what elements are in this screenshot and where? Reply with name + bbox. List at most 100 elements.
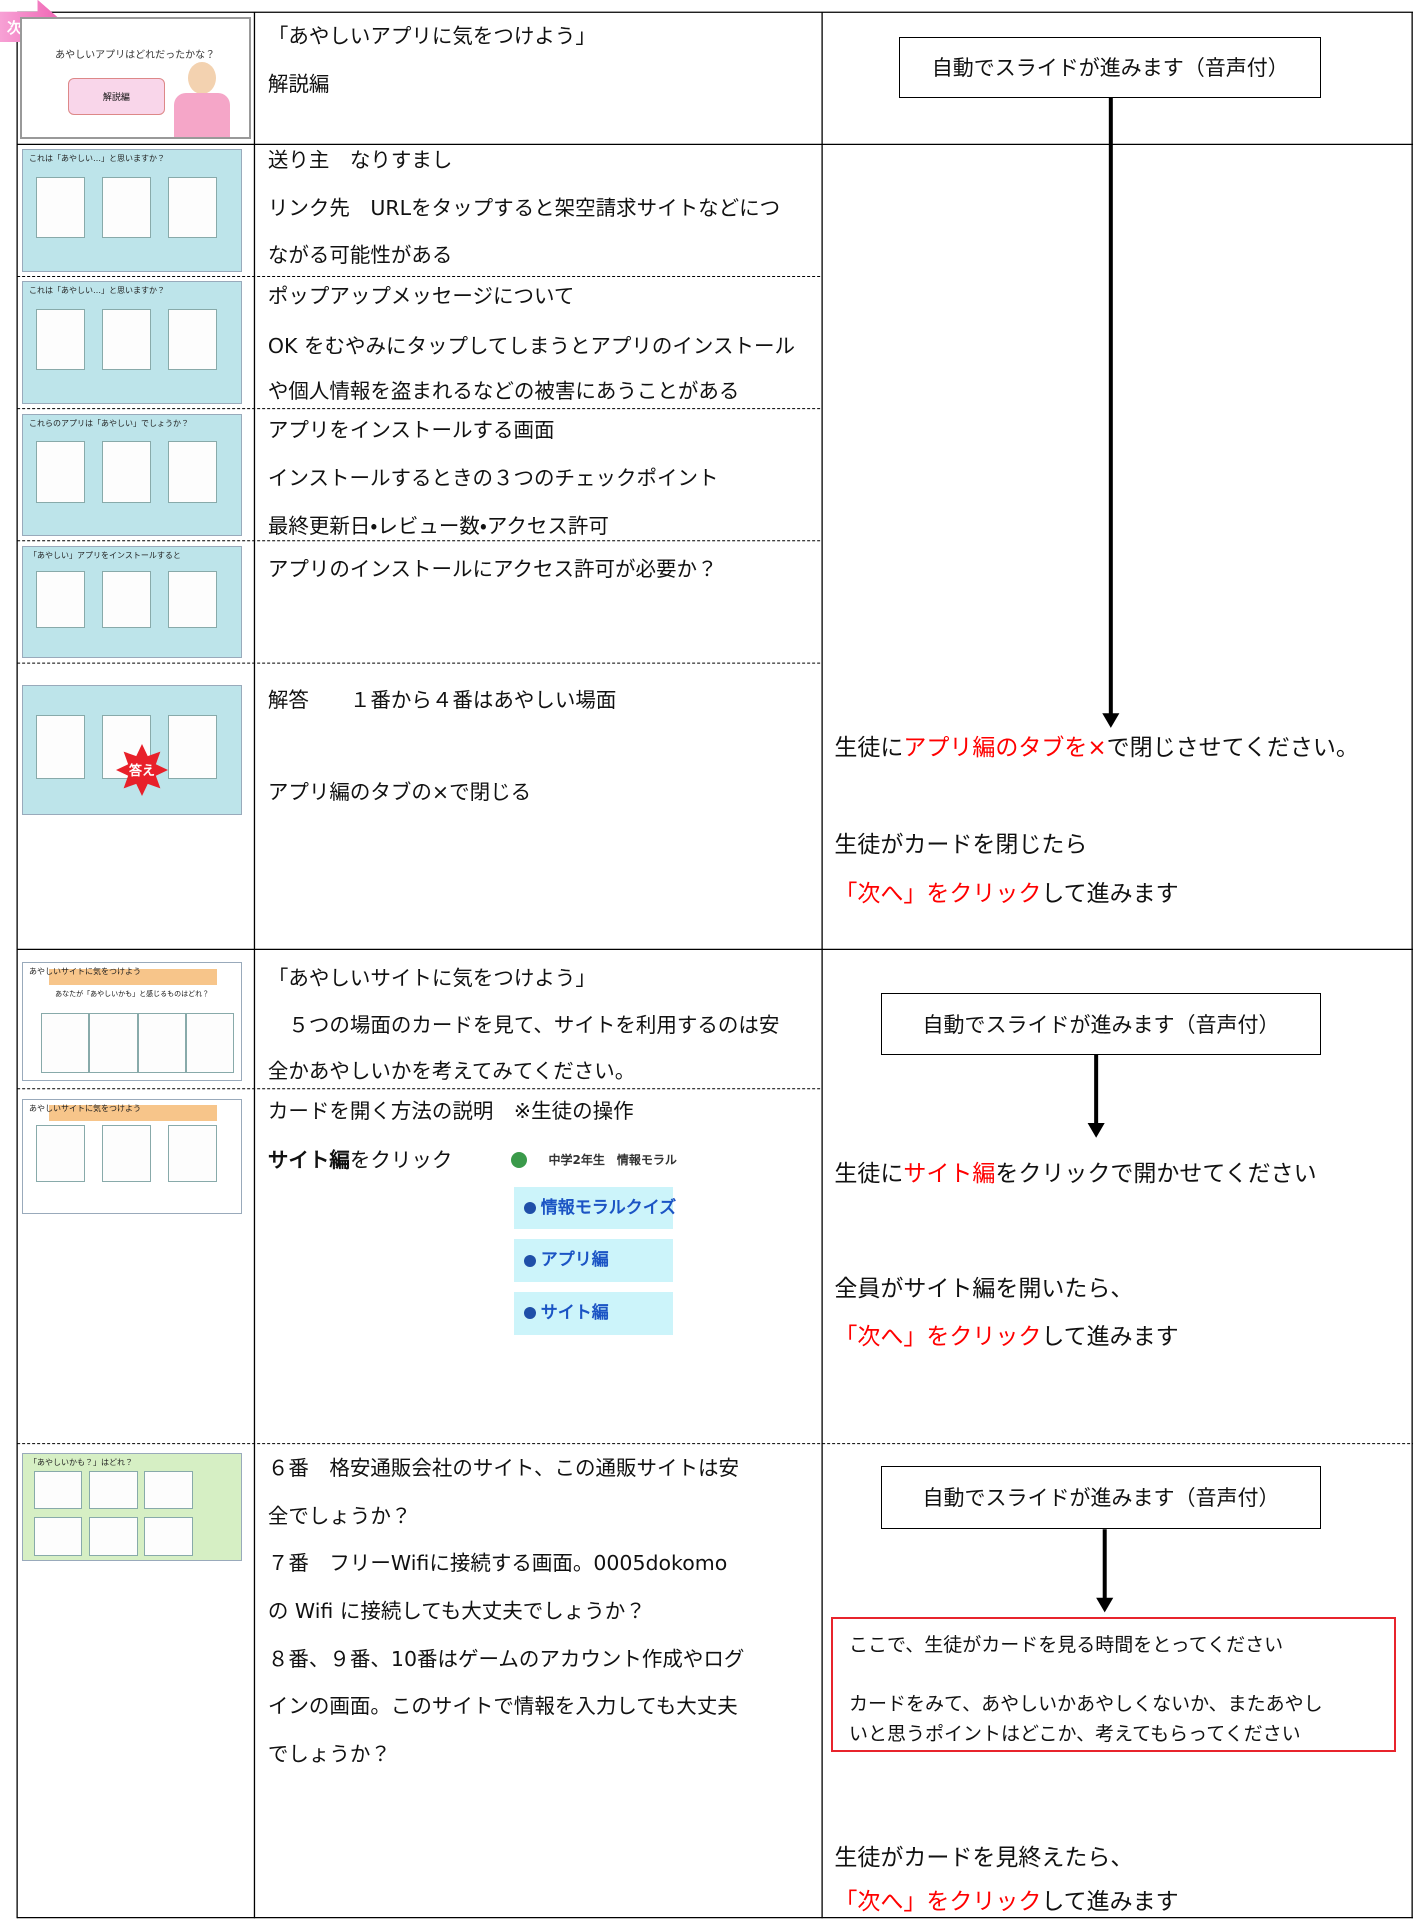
slide-card <box>36 571 85 628</box>
slide-thumbnail: これは「あやしい…」と思いますか？ <box>22 281 243 404</box>
auto-advance-box: 自動でスライドが進みます（音声付） <box>899 36 1322 98</box>
menu-globe-icon <box>511 1151 528 1168</box>
slide-card <box>36 309 85 371</box>
slide-title-text: あやしいアプリはどれだったかな？ <box>55 50 216 62</box>
slide-card <box>34 1470 83 1510</box>
slide-card <box>36 1124 85 1183</box>
slide-thumbnail: これらのアプリは「あやしい」でしょうか？ <box>22 413 243 536</box>
slide-header <box>49 968 217 986</box>
slide-card <box>89 1470 138 1510</box>
step-text: ポップアップメッセージについて <box>267 283 575 308</box>
slide-title: 「あやしいかも？」はどれ？ <box>29 1457 133 1468</box>
menu-item: 情報モラルクイズ <box>540 1197 677 1218</box>
step-text: 解説編 <box>267 72 330 97</box>
step-text: ６番 格安通販会社のサイト、この通販サイトは安 <box>267 1455 739 1480</box>
speech-bubble: 解説編 <box>67 77 165 115</box>
auto-advance-text: 自動でスライドが進みます（音声付） <box>931 56 1289 81</box>
instruction: 生徒にサイト編をクリックで開かせてください <box>834 1160 1317 1187</box>
slide-card <box>168 714 217 780</box>
slide-card <box>36 441 85 503</box>
slide-thumbnail: あやしいアプリはどれだったかな？ 解説編 <box>19 17 251 140</box>
slide-title: これは「あやしい…」と思いますか？ <box>29 285 165 296</box>
instruction: 生徒にアプリ編のタブを×で閉じさせてください。 <box>834 737 1359 760</box>
text-segment: をクリックで開かせてください <box>995 1160 1317 1187</box>
step-text: アプリ編のタブの×で閉じる <box>267 780 532 805</box>
figure-head <box>188 61 216 94</box>
flow-arrowhead <box>1096 1597 1114 1613</box>
menu-header: 中学2年生 情報モラル <box>548 1152 677 1167</box>
slide-title: これは「あやしい…」と思いますか？ <box>29 153 165 164</box>
text-segment: をクリック <box>349 1147 453 1172</box>
notice-box <box>830 1617 1396 1752</box>
text-segment: アプリ編のタブを× <box>903 735 1107 762</box>
slide-title-text: これは「あやしい…」と思いますか？ <box>29 154 166 164</box>
slide-title: あやしいアプリはどれだったかな？ <box>22 46 249 61</box>
slide-title-text: これらのアプリは「あやしい」でしょうか？ <box>29 418 190 428</box>
menu-button <box>513 1239 673 1283</box>
step-text: インの画面。このサイトで情報を入力しても大丈夫 <box>267 1694 738 1719</box>
next-step-text: 生徒がカードを見終えたら、 <box>834 1846 1133 1870</box>
slide-caption: 解説編 <box>102 92 130 103</box>
notice-text: いと思うポイントはどこか、考えてもらってください <box>849 1723 1301 1746</box>
auto-advance-text: 自動でスライドが進みます（音声付） <box>922 1486 1280 1511</box>
step-text: の Wifi に接続しても大丈夫でしょうか？ <box>267 1598 646 1623</box>
flow-arrowhead <box>1087 1123 1105 1138</box>
slide-subtitle-text: あなたが「あやしいかも」と感じるものはどれ？ <box>55 989 210 998</box>
figure-body <box>174 92 230 138</box>
step-text: ５つの場面のカードを見て、サイトを利用するのは安 <box>267 1012 780 1037</box>
slide-card <box>36 177 85 239</box>
menu-bullet <box>523 1307 536 1320</box>
step-text: インストールするときの３つのチェックポイント <box>267 466 719 491</box>
slide-card <box>36 714 85 780</box>
slide-title: あやしいサイトに気をつけよう <box>29 1103 141 1114</box>
step-text: ながる可能性がある <box>267 243 453 268</box>
step-text: OK をむやみにタップしてしまうとアプリのインストール <box>267 333 795 358</box>
text-segment: サイト編 <box>903 1160 996 1187</box>
badge-text: 答え <box>127 763 154 779</box>
slide-card <box>34 1516 83 1556</box>
slide-card <box>40 1012 90 1073</box>
step-text: 「あやしいサイトに気をつけよう」 <box>267 966 596 991</box>
next-step-text: 生徒がカードを閉じたら <box>834 831 1088 858</box>
slide-title-text: 「あやしい」アプリをインストールすると <box>29 550 181 560</box>
text-segment: で閉じさせてください。 <box>1106 735 1359 762</box>
slide-card <box>102 441 151 503</box>
step-text: 送り主 なりすまし <box>267 148 453 172</box>
slide-thumbnail: あやしいサイトに気をつけよう <box>22 1098 243 1214</box>
text-segment: 生徒がカードを閉じたら <box>834 831 1088 858</box>
text-segment: して進みます <box>1041 880 1179 907</box>
step-text: 解答 １番から４番はあやしい場面 <box>267 687 617 712</box>
slide-card <box>102 1124 151 1183</box>
text-segment: 「次へ」をクリック <box>834 880 1042 907</box>
step-text: リンク先 URLをタップすると架空請求サイトなどにつ <box>267 195 781 220</box>
slide-header <box>49 1105 217 1122</box>
slide-title: 「あやしい」アプリをインストールすると <box>29 550 181 561</box>
slide-thumbnail: あやしいサイトに気をつけようあなたが「あやしいかも」と感じるものはどれ？ <box>22 961 243 1082</box>
step-text: アプリをインストールする画面 <box>267 418 555 443</box>
step-text: でしょうか？ <box>267 1742 391 1767</box>
slide-card <box>168 441 217 503</box>
text-segment: サイト編 <box>267 1147 350 1172</box>
step-text: 全でしょうか？ <box>267 1503 412 1528</box>
slide-title-text: あやしいサイトに気をつけよう <box>29 966 142 976</box>
menu-bullet <box>523 1254 536 1267</box>
step-text: 最終更新日・レビュー数・アクセス許可 <box>267 513 609 538</box>
next-step-text: 「次へ」をクリックして進みます <box>834 1888 1179 1915</box>
text-segment: して進みます <box>1041 1888 1179 1915</box>
text-segment: 生徒に <box>834 1160 904 1187</box>
next-step-text: 全員がサイト編を開いたら、 <box>834 1277 1133 1301</box>
slide-title: あやしいサイトに気をつけよう <box>29 966 141 977</box>
slide-card <box>144 1516 193 1556</box>
menu-item: アプリ編 <box>540 1250 609 1271</box>
slide-card <box>144 1470 193 1510</box>
slide-card <box>102 309 151 371</box>
slide-card <box>168 177 217 239</box>
notice-text: カードをみて、あやしいかあやしくないか、またあやし <box>849 1692 1323 1715</box>
slide-subtitle: あなたが「あやしいかも」と感じるものはどれ？ <box>23 989 241 999</box>
auto-advance-box: 自動でスライドが進みます（音声付） <box>880 993 1322 1055</box>
slide-card <box>168 571 217 628</box>
slide-card <box>185 1012 235 1073</box>
menu-button <box>513 1291 673 1335</box>
